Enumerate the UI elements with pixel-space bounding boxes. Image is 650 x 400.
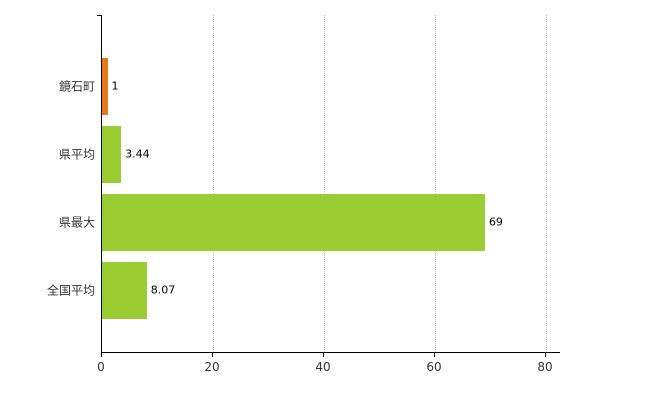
x-axis-tick (323, 353, 324, 357)
x-tick-label: 20 (204, 360, 220, 374)
gridline (213, 15, 214, 352)
x-axis-tick (545, 353, 546, 357)
bar-value-label: 1 (111, 79, 119, 93)
category-label: 県最大 (58, 215, 95, 230)
plot-area: 1 3.44 69 8.07 (101, 15, 560, 353)
x-axis-tick (434, 353, 435, 357)
bar-value-label: 8.07 (150, 283, 176, 297)
y-axis-top-tick (97, 15, 101, 16)
gridline (546, 15, 547, 352)
x-tick-label: 0 (97, 360, 105, 374)
bar-value-label: 3.44 (125, 147, 150, 161)
bar-value-label: 69 (488, 215, 503, 229)
bar[interactable] (102, 125, 122, 183)
x-axis-tick (212, 353, 213, 357)
category-label: 県平均 (58, 147, 95, 162)
x-tick-label: 80 (537, 360, 553, 374)
gridline (324, 15, 325, 352)
x-axis-tick (101, 353, 102, 357)
category-label: 全国平均 (46, 283, 95, 298)
gridline (435, 15, 436, 352)
x-tick-label: 40 (315, 360, 331, 374)
x-tick-label: 60 (426, 360, 442, 374)
category-label: 鏡石町 (58, 79, 95, 94)
bar[interactable] (102, 261, 147, 319)
bar[interactable] (102, 57, 108, 115)
bar[interactable] (102, 193, 485, 251)
